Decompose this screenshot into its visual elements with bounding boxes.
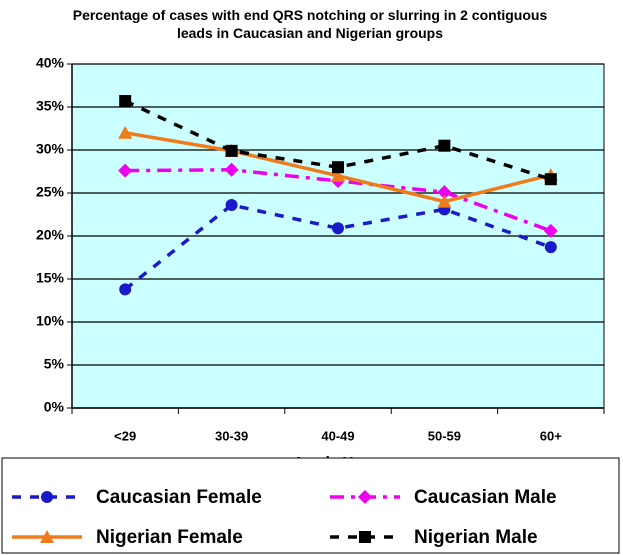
marker [225,199,238,212]
legend-marker [358,490,372,504]
x-tick-label: 60+ [540,428,562,443]
marker [225,144,238,157]
y-tick-label: 30% [36,141,65,157]
y-tick-label: 40% [36,55,65,71]
y-tick-label: 15% [36,270,65,286]
marker [544,241,557,254]
marker [438,139,451,152]
y-tick-label: 5% [44,356,65,372]
x-tick-label: 30-39 [215,428,248,443]
marker [332,222,344,235]
marker [118,163,133,178]
x-tick-label: 50-59 [428,428,461,443]
marker [437,194,452,208]
y-tick-label: 25% [36,184,65,200]
marker [544,173,557,186]
y-tick-label: 0% [44,399,65,415]
marker [332,161,344,174]
y-tick-label: 35% [36,98,65,114]
legend-label: Nigerian Female [96,527,243,548]
legend-label: Nigerian Male [414,527,538,548]
legend-marker [359,531,371,543]
marker [331,168,345,182]
marker [118,125,133,139]
x-tick-label: 40-49 [321,428,354,443]
marker [224,162,239,177]
marker [437,185,452,200]
y-tick-label: 10% [36,313,65,329]
legend-marker [40,530,54,543]
marker [119,283,132,296]
series-line [124,99,552,181]
marker [543,223,558,238]
series-line [124,203,552,291]
legend-label: Caucasian Male [414,487,557,508]
legend-marker [41,491,53,503]
legend-label: Caucasian Female [96,487,262,508]
y-tick-label: 20% [36,227,65,243]
chart-title: Percentage of cases with end QRS notchin… [72,7,548,41]
marker [119,94,132,107]
legend-box [1,457,620,554]
x-tick-label: <29 [114,428,136,443]
